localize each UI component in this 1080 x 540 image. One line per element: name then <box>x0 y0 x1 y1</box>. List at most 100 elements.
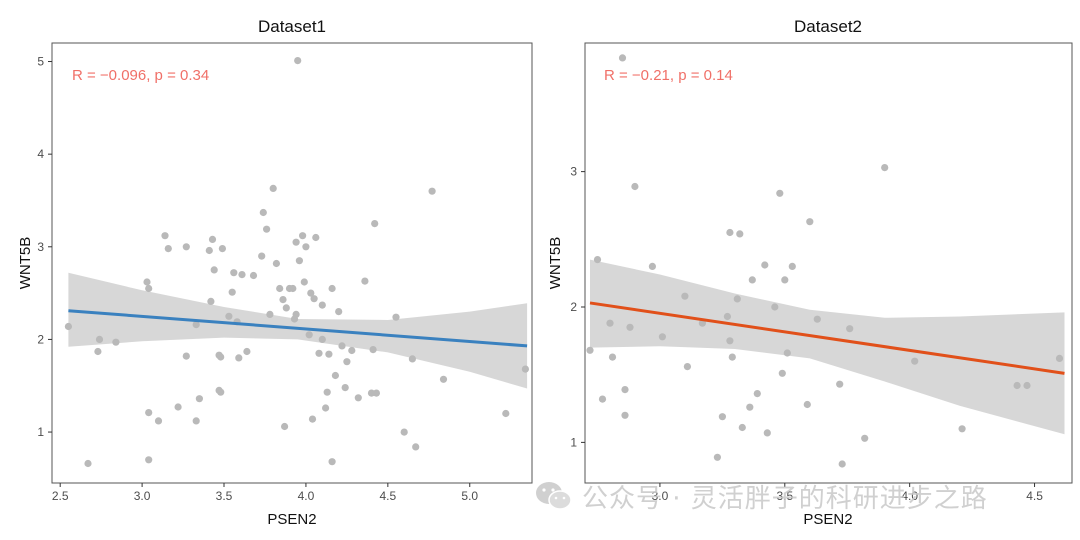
data-point <box>723 312 732 321</box>
data-point <box>182 243 190 251</box>
data-point <box>192 417 200 425</box>
data-point <box>263 225 271 233</box>
data-point <box>371 220 379 228</box>
data-point <box>618 54 627 62</box>
data-point <box>761 261 769 269</box>
data-point <box>272 259 280 268</box>
data-point <box>728 353 736 361</box>
y-tick-label: 2 <box>570 300 577 314</box>
confidence-band-group <box>590 259 1065 435</box>
data-point <box>746 403 754 411</box>
data-point <box>806 218 814 226</box>
data-point <box>218 245 226 253</box>
data-point <box>343 358 351 366</box>
data-point <box>726 337 734 345</box>
data-point <box>718 413 727 421</box>
data-point <box>302 243 310 251</box>
data-point <box>323 388 331 396</box>
data-point <box>341 384 349 392</box>
data-point <box>698 319 707 327</box>
data-point <box>282 304 290 312</box>
x-tick-label: 2.5 <box>52 489 69 503</box>
regression-line <box>68 309 528 348</box>
data-point <box>681 292 689 300</box>
data-point <box>318 301 326 309</box>
x-tick-label: 4.0 <box>901 489 918 503</box>
data-point <box>348 346 356 355</box>
data-point <box>338 342 346 350</box>
x-tick-label: 3.5 <box>216 489 233 503</box>
fit-line-group <box>68 309 528 348</box>
data-point <box>683 363 692 371</box>
data-point <box>911 357 919 365</box>
data-point <box>713 453 722 461</box>
data-point <box>217 353 225 361</box>
y-tick-label: 3 <box>570 165 577 179</box>
x-tick-label: 3.5 <box>776 489 793 503</box>
data-point <box>861 434 869 442</box>
data-point <box>95 335 104 343</box>
data-point <box>143 278 151 286</box>
y-tick-label: 1 <box>570 435 577 449</box>
data-point <box>753 390 761 398</box>
x-axis-label: PSEN2 <box>267 511 316 528</box>
confidence-band-group <box>68 272 528 389</box>
data-point <box>322 404 330 412</box>
data-point <box>84 459 92 468</box>
panel-dataset2: Dataset2 PSEN2 WNT5B R = −0.21, p = 0.14… <box>547 17 1073 528</box>
data-point <box>1055 354 1064 362</box>
chart-title: Dataset1 <box>258 17 326 36</box>
data-point <box>208 235 217 243</box>
data-point <box>328 284 336 293</box>
data-point <box>217 388 225 396</box>
y-ticks-group: 1 2 3 <box>570 165 585 449</box>
points-group <box>586 54 1064 468</box>
data-point <box>269 184 277 192</box>
data-point <box>289 284 297 293</box>
data-point <box>161 232 169 240</box>
data-point <box>736 230 744 238</box>
y-axis-label: WNT5B <box>547 237 564 290</box>
data-point <box>243 347 251 356</box>
chart-title: Dataset2 <box>794 17 862 36</box>
x-ticks-group: 3.0 3.5 4.0 4.5 <box>652 483 1043 503</box>
data-point <box>763 429 771 437</box>
x-axis-label: PSEN2 <box>803 511 852 528</box>
regression-line <box>589 301 1065 375</box>
data-point <box>586 346 594 354</box>
data-point <box>521 365 530 373</box>
data-point <box>783 349 791 357</box>
data-point <box>412 443 420 451</box>
confidence-band <box>68 272 528 389</box>
data-point <box>331 371 339 380</box>
data-point <box>305 331 313 339</box>
data-point <box>228 288 236 296</box>
correlation-annotation: R = −0.21, p = 0.14 <box>604 67 733 84</box>
data-point <box>392 313 400 321</box>
data-point <box>230 269 238 277</box>
x-tick-label: 4.5 <box>1026 489 1043 503</box>
data-point <box>598 395 607 403</box>
data-point <box>258 252 266 260</box>
data-point <box>259 208 267 217</box>
data-point <box>733 295 741 303</box>
data-point <box>266 310 274 318</box>
data-point <box>1013 381 1021 390</box>
data-point <box>145 284 153 293</box>
correlation-annotation: R = −0.096, p = 0.34 <box>72 67 209 84</box>
data-point <box>621 386 629 394</box>
data-point <box>64 322 72 331</box>
data-point <box>881 164 889 172</box>
data-point <box>292 310 300 318</box>
data-point <box>207 297 215 305</box>
data-point <box>294 57 302 65</box>
data-point <box>308 415 317 423</box>
data-point <box>238 271 246 279</box>
x-tick-label: 4.5 <box>379 489 396 503</box>
y-tick-label: 2 <box>37 332 44 346</box>
x-tick-label: 4.0 <box>298 489 315 503</box>
points-group <box>64 57 530 468</box>
data-point <box>606 319 614 327</box>
data-point <box>593 256 602 264</box>
data-point <box>428 187 436 195</box>
